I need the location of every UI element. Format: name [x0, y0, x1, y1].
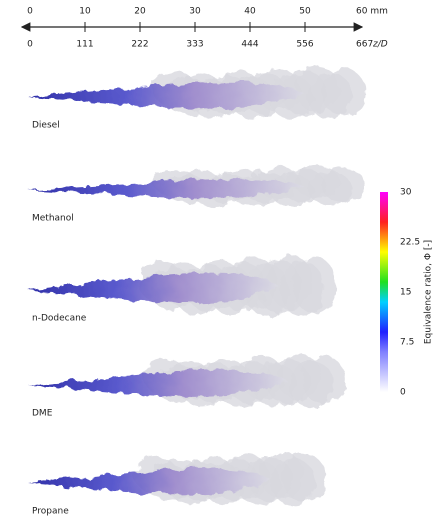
spray — [28, 354, 346, 408]
spray-cloud — [282, 454, 327, 502]
spray-cloud — [301, 356, 346, 404]
zd-label: 444 — [241, 40, 258, 50]
mm-label: 20 — [134, 7, 146, 17]
mm-label: 50 — [299, 7, 311, 17]
colorbar-tick-label: 0 — [400, 388, 406, 398]
spray — [28, 66, 366, 120]
spray-label: Methanol — [32, 214, 74, 224]
spray-core — [28, 370, 288, 397]
spray-core — [28, 179, 305, 199]
spray-cloud — [321, 68, 366, 116]
spray-core — [28, 82, 305, 109]
zd-label: 556 — [296, 40, 313, 50]
spray-label: Diesel — [32, 121, 60, 131]
zd-label: 333 — [186, 40, 203, 50]
mm-label: 10 — [79, 7, 91, 17]
colorbar-tick-label: 30 — [400, 188, 412, 198]
mm-label: 30 — [189, 7, 201, 17]
sprays: Diesel Methanol n-Dodecane DME Propane — [28, 66, 366, 517]
zd-label: 0 — [27, 40, 33, 50]
spray-core — [28, 272, 279, 304]
colorbar-labels: 30 22.5 15 7.5 0 — [400, 188, 420, 398]
spray-label: n-Dodecane — [32, 314, 87, 324]
colorbar — [380, 192, 388, 392]
mm-label: 40 — [244, 7, 256, 17]
zd-label: 111 — [76, 40, 93, 50]
mm-label: 60 mm — [356, 7, 388, 17]
spray-label: Propane — [32, 507, 69, 517]
colorbar-tick-label: 15 — [400, 288, 411, 298]
scale: 0 10 20 30 40 50 60 mm 0 111 222 333 444 556 667 z/D — [27, 7, 388, 50]
spray — [28, 452, 327, 506]
spray-label: DME — [32, 409, 53, 419]
colorbar-tick-label: 7.5 — [400, 338, 414, 348]
zd-label: 667 — [356, 40, 373, 50]
colorbar-title: Equivalence ratio, Φ [-] — [424, 240, 434, 344]
mm-label: 0 — [27, 7, 33, 17]
spray-cloud — [292, 256, 337, 314]
zd-label: 222 — [131, 40, 148, 50]
spray-cloud — [321, 167, 366, 203]
spray — [28, 165, 366, 207]
zd-unit: z/D — [372, 40, 388, 50]
spray-core — [28, 468, 271, 495]
spray — [28, 254, 337, 317]
colorbar-tick-label: 22.5 — [400, 238, 420, 248]
